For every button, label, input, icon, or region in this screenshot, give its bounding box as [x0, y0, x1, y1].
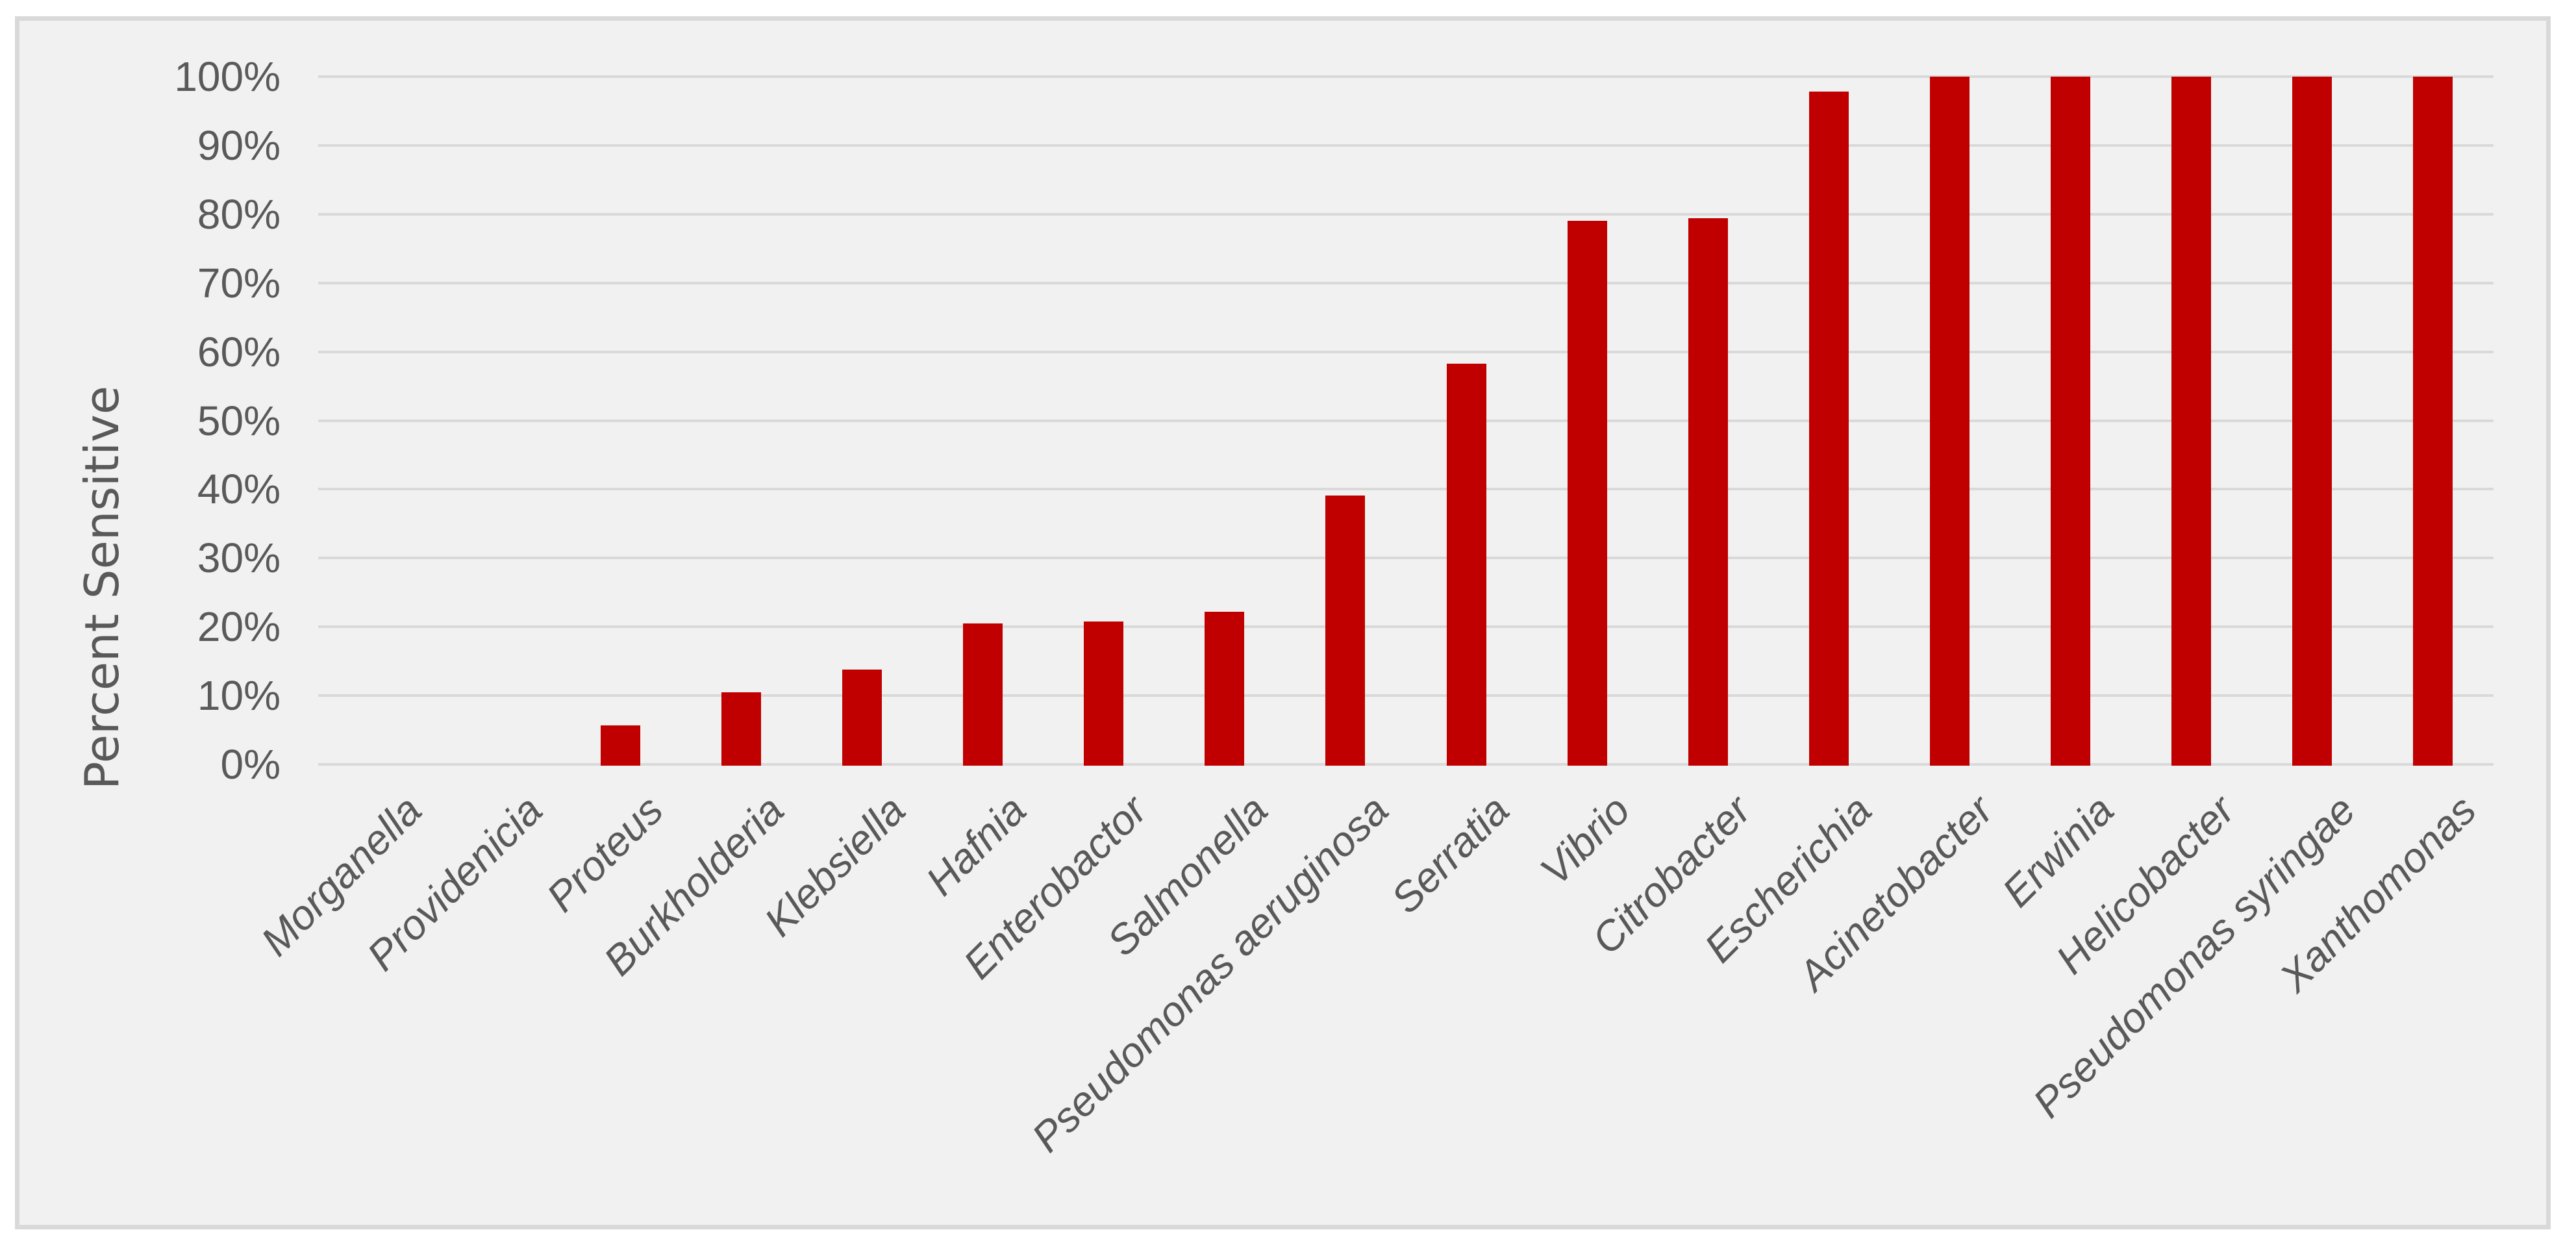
bar: [1567, 221, 1607, 766]
y-tick-label: 20%: [197, 603, 281, 651]
y-tick-label: 30%: [197, 534, 281, 582]
bar: [1446, 363, 1486, 766]
gridline: [318, 419, 2494, 422]
bar: [1325, 495, 1366, 766]
y-tick-label: 10%: [197, 672, 281, 720]
y-tick-label: 50%: [197, 397, 281, 444]
bar: [842, 669, 882, 766]
bar: [1930, 77, 1970, 766]
y-tick-label: 90%: [197, 121, 281, 169]
gridline: [318, 625, 2494, 629]
bar: [2413, 77, 2453, 766]
bar: [1808, 92, 1849, 766]
chart-frame: [15, 16, 2551, 1229]
gridline: [318, 488, 2494, 491]
y-axis-title-text: Percent Sensitive: [75, 385, 129, 790]
y-tick-label: 0%: [220, 741, 281, 788]
gridline: [318, 144, 2494, 147]
y-tick-label: 60%: [197, 328, 281, 375]
bar: [2171, 77, 2212, 766]
bar: [600, 725, 640, 766]
bar: [2292, 77, 2332, 766]
gridline: [318, 350, 2494, 353]
bar: [721, 692, 761, 766]
gridline: [318, 763, 2494, 766]
y-tick-label: 40%: [197, 466, 281, 513]
bar: [1688, 218, 1728, 766]
bar: [963, 623, 1003, 766]
y-tick-label: 70%: [197, 259, 281, 307]
bar: [1205, 611, 1245, 766]
gridline: [318, 75, 2494, 78]
gridline: [318, 694, 2494, 697]
y-tick-label: 100%: [174, 53, 281, 100]
bar: [1084, 621, 1124, 766]
gridline: [318, 281, 2494, 284]
gridline: [318, 212, 2494, 216]
gridline: [318, 557, 2494, 560]
bar: [2051, 77, 2091, 766]
y-tick-label: 80%: [197, 190, 281, 238]
